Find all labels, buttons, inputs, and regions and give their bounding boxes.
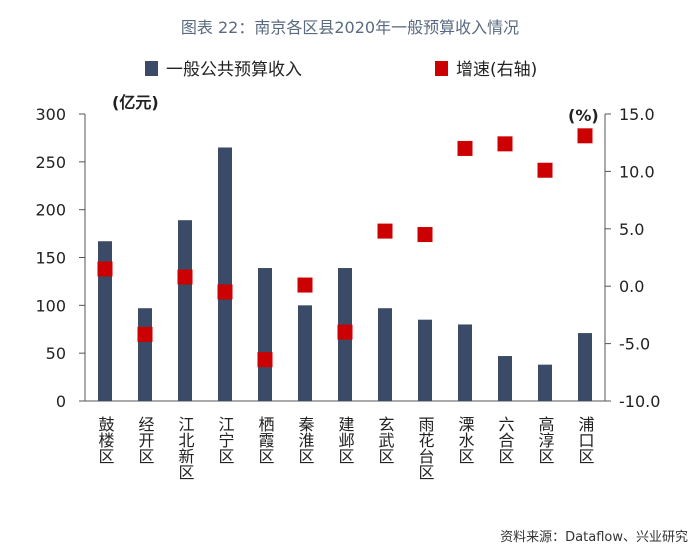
legend-label-growth: 增速(右轴) xyxy=(456,60,537,80)
growth-marker-8 xyxy=(377,223,393,239)
bar-4 xyxy=(218,147,232,401)
legend: 一般公共预算收入 增速(右轴) xyxy=(145,60,537,80)
source-note: 资料来源：Dataflow、兴业研究 xyxy=(500,530,688,545)
bar-series xyxy=(98,147,592,401)
bar-6 xyxy=(298,305,312,401)
left-tick-label: 50 xyxy=(46,344,66,363)
bar-9 xyxy=(418,319,432,401)
legend-swatch-budget xyxy=(145,61,158,76)
growth-marker-5 xyxy=(257,352,273,368)
category-label: 秦淮区 xyxy=(296,416,315,464)
right-tick-label: 10.0 xyxy=(619,162,655,181)
growth-marker-10 xyxy=(457,140,473,156)
legend-label-budget: 一般公共预算收入 xyxy=(166,60,302,80)
category-label: 高淳区 xyxy=(536,416,555,464)
category-label: 六合区 xyxy=(496,416,515,464)
right-tick-label: 0.0 xyxy=(619,277,644,296)
growth-marker-1 xyxy=(97,261,113,277)
bar-12 xyxy=(538,364,552,401)
left-axis-unit: (亿元) xyxy=(112,93,159,112)
bar-11 xyxy=(498,356,512,401)
left-tick-label: 250 xyxy=(35,153,66,172)
category-label: 浦口区 xyxy=(576,416,595,464)
growth-markers xyxy=(97,128,593,368)
growth-marker-2 xyxy=(137,326,153,342)
chart-title: 图表 22：南京各区县2020年一般预算收入情况 xyxy=(181,18,519,37)
category-label: 鼓楼区 xyxy=(96,416,115,464)
growth-marker-6 xyxy=(297,277,313,293)
category-label: 雨花台区 xyxy=(416,416,435,480)
category-label: 栖霞区 xyxy=(256,416,275,464)
growth-marker-3 xyxy=(177,269,193,285)
left-tick-label: 300 xyxy=(35,105,66,124)
category-label: 经开区 xyxy=(136,416,155,464)
right-tick-label: 15.0 xyxy=(619,105,655,124)
left-tick-label: 150 xyxy=(35,249,66,268)
growth-marker-13 xyxy=(577,128,593,144)
growth-marker-9 xyxy=(417,227,433,243)
left-tick-label: 0 xyxy=(56,392,66,411)
bar-8 xyxy=(378,308,392,401)
category-label: 建邺区 xyxy=(336,416,355,464)
growth-marker-7 xyxy=(337,324,353,340)
right-tick-label: 5.0 xyxy=(619,220,644,239)
bar-10 xyxy=(458,324,472,401)
left-tick-label: 200 xyxy=(35,201,66,220)
right-axis-ticks: -10.0 -5.0 0.0 5.0 10.0 15.0 xyxy=(605,105,660,411)
right-tick-label: -10.0 xyxy=(619,392,660,411)
bar-2 xyxy=(138,308,152,401)
growth-marker-4 xyxy=(217,284,233,300)
left-axis-ticks: 0 50 100 150 200 250 300 xyxy=(35,105,85,411)
bar-5 xyxy=(258,268,272,401)
category-label: 溧水区 xyxy=(456,416,475,464)
bar-3 xyxy=(178,220,192,401)
left-tick-label: 100 xyxy=(35,296,66,315)
growth-marker-12 xyxy=(537,162,553,178)
category-label: 玄武区 xyxy=(376,416,395,464)
category-label: 江宁区 xyxy=(216,416,235,464)
category-labels: 鼓楼区 经开区 江北新区 江宁区 栖霞区 秦淮区 建邺区 玄武区 雨花台区 溧水区 六合区 高淳区 浦口… xyxy=(96,416,595,480)
right-tick-label: -5.0 xyxy=(619,335,650,354)
legend-swatch-growth xyxy=(435,61,448,76)
right-axis-unit: (%) xyxy=(568,106,599,125)
growth-marker-11 xyxy=(497,136,513,152)
category-label: 江北新区 xyxy=(176,416,195,480)
bar-13 xyxy=(578,333,592,401)
bar-1 xyxy=(98,241,112,401)
